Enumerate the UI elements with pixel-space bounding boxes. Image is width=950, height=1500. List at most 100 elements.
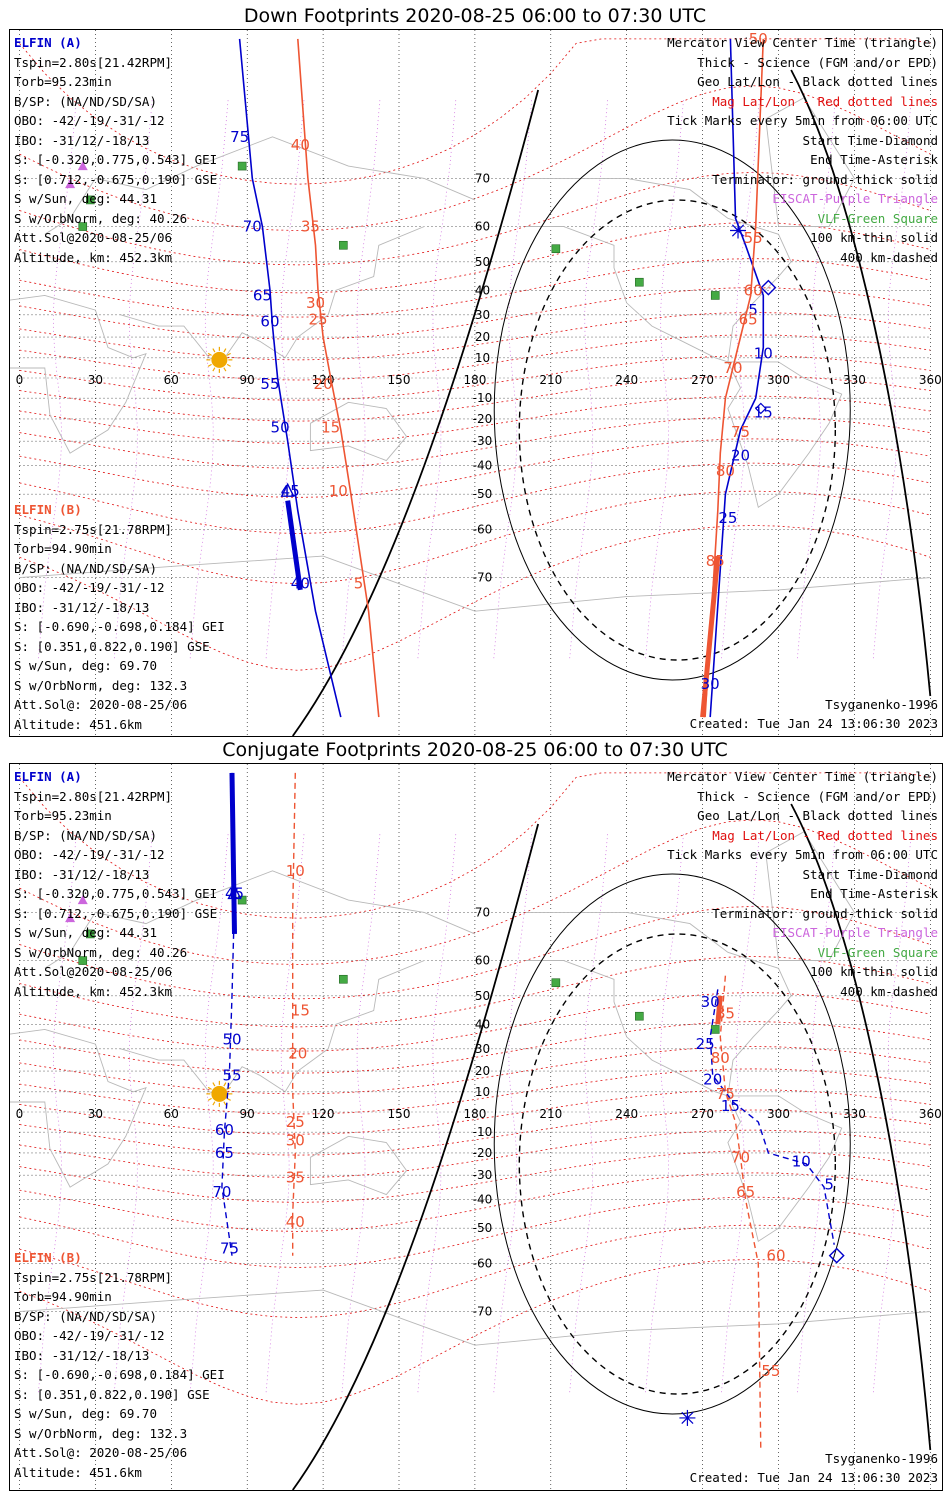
vlf-square — [78, 956, 88, 965]
lon-tick-label: 240 — [615, 1107, 638, 1121]
sun-ray — [212, 367, 216, 372]
lat-tick-label: 20 — [475, 330, 490, 344]
eiscat-triangle — [77, 895, 88, 905]
elfin-a-tick-label: 5 — [748, 301, 758, 319]
coastline — [19, 555, 931, 612]
lat-tick-label: -20 — [473, 412, 493, 426]
lat-tick-label: 70 — [475, 905, 490, 919]
lon-tick-label: 330 — [843, 1107, 866, 1121]
coastline — [10, 1028, 147, 1188]
lon-tick-label: 210 — [539, 373, 562, 387]
end-asterisk — [681, 1411, 694, 1425]
info-line: Att.Sol@: 2020-08-25/06 — [14, 1445, 188, 1460]
info-line: OBO: -42/-19/-31/-12 — [14, 113, 165, 128]
elfin-b-tick-label: 65 — [736, 1183, 755, 1201]
lon-tick-label: 120 — [312, 373, 335, 387]
coastline — [120, 960, 425, 1097]
terminator-400km — [518, 933, 836, 1395]
elfin-b-tick-label: 35 — [301, 218, 320, 236]
info-line: S w/OrbNorm, deg: 132.3 — [14, 1425, 188, 1441]
vlf-square — [339, 240, 348, 250]
mag-lat-line — [19, 956, 931, 1028]
sun-ray — [223, 367, 227, 372]
lat-tick-label: -10 — [473, 1125, 493, 1139]
mag-lat-line — [19, 525, 931, 671]
lat-tick-label: 10 — [475, 351, 490, 365]
lat-tick-label: -20 — [473, 1146, 493, 1160]
elfin-b-tick-label: 10 — [329, 482, 348, 500]
elfin-b-track — [704, 38, 765, 718]
lon-tick-label: 0 — [16, 373, 24, 387]
info-line: S: [0.351,0.822,0.190] GSE — [14, 638, 210, 654]
lon-tick-label: 300 — [767, 1107, 790, 1121]
view-center-triangle — [280, 482, 295, 497]
elfin-b-tick-label: 30 — [286, 1131, 305, 1149]
vlf-square — [86, 929, 95, 939]
info-line: OBO: -42/-19/-31/-12 — [14, 847, 165, 862]
elfin-a-tick-label: 55 — [222, 1066, 241, 1084]
elfin-b-tick-label: 20 — [314, 375, 333, 393]
lon-tick-label: 0 — [16, 1107, 24, 1121]
sun-ray — [207, 1086, 212, 1090]
mag-lat-line — [19, 85, 931, 231]
elfin-b-tick-label: 5 — [354, 575, 364, 593]
elfin-a-tick-label: 60 — [215, 1121, 234, 1139]
elfin-a-tick-label: 65 — [215, 1144, 234, 1162]
elfin-a-tick-label: 20 — [703, 1070, 722, 1088]
legend-item: VLF-Green Square — [817, 210, 938, 226]
vlf-square — [635, 277, 644, 287]
sun-ray — [207, 1097, 212, 1101]
mag-lat-line — [19, 1196, 931, 1268]
terminator-400km — [518, 199, 836, 661]
elfin-b-tick-label: 70 — [731, 1148, 750, 1166]
legend-item: Mercator View Center Time (triangle) — [667, 769, 938, 784]
elfin-a-tick-label: 65 — [253, 286, 272, 304]
elfin-b-tick-label: 70 — [723, 359, 742, 377]
elfin-a-header: ELFIN (A) — [14, 769, 82, 784]
elfin-b-tick-label: 50 — [749, 30, 768, 48]
info-line: Altitude: 451.6km — [14, 716, 142, 732]
lat-tick-label: 50 — [475, 989, 490, 1003]
sun-ray — [226, 1086, 231, 1090]
legend-item: VLF-Green Square — [817, 944, 938, 960]
sun-ray — [223, 1082, 227, 1087]
conjugate-footprints-panel: 0 30 60 90 120 150 180 210 240 270 300 330 360 70 60 50… — [9, 763, 943, 1491]
info-line: Att.Sol@: 2020-08-25/06 — [14, 697, 188, 712]
elfin-a-tick-label: 30 — [701, 993, 720, 1011]
legend-item: EISCAT-Purple Triangle — [772, 191, 938, 206]
lon-tick-label: 60 — [164, 1107, 179, 1121]
legend-item: Thick - Science (FGM and/or EPD) — [697, 54, 938, 70]
legend-item: Geo Lat/Lon - Black dotted lines — [697, 808, 938, 823]
elfin-a-header: ELFIN (A) — [14, 35, 82, 50]
sun-ray — [212, 348, 216, 353]
legend-item: 100 km-thin solid — [810, 964, 938, 979]
legend-item: End Time-Asterisk — [810, 152, 938, 167]
elfin-a-track — [238, 38, 342, 718]
elfin-a-tick-label: 50 — [222, 1030, 241, 1048]
lon-tick-label: 180 — [463, 373, 486, 387]
info-line: OBO: -42/-19/-31/-12 — [14, 1328, 165, 1343]
terminator-ground — [292, 89, 540, 736]
elfin-a-tick-label: 60 — [260, 313, 279, 331]
info-line: S: [0.712,-0.675,0.190] GSE — [14, 171, 218, 187]
panel2-title: Conjugate Footprints 2020-08-25 06:00 to… — [222, 739, 728, 761]
start-diamond — [754, 402, 767, 415]
elfin-b-science — [715, 995, 723, 1025]
sun-ray — [223, 1101, 227, 1106]
elfin-a-tick-label: 40 — [291, 575, 310, 593]
start-diamond — [760, 279, 777, 296]
elfin-a-tick-label: 70 — [243, 218, 262, 236]
info-line: Torb=94.90min — [14, 1289, 112, 1304]
terminator-100km — [493, 873, 851, 1415]
mag-lat-line — [19, 416, 931, 469]
lat-tick-label: -30 — [473, 434, 493, 448]
elfin-a-info: ELFIN (A) Tspin=2.80s[21.42RPM] Torb=95.… — [14, 767, 217, 1001]
elfin-b-tick-label: 40 — [286, 1213, 305, 1231]
legend-item: Mag Lat/Lon - Red dotted lines — [712, 93, 938, 109]
down-footprint-map: 0 30 60 90 120 150 180 210 240 270 300 330 360 70 60 50… — [10, 30, 942, 736]
map-layer: 0 30 60 90 120 150 180 210 240 270 300 330 360 70 60 50… — [10, 30, 942, 736]
lon-tick-label: 150 — [388, 373, 411, 387]
elfin-a-tick-label: 25 — [696, 1035, 715, 1053]
legend-item: 100 km-thin solid — [810, 230, 938, 245]
lat-tick-label: 60 — [475, 220, 490, 234]
